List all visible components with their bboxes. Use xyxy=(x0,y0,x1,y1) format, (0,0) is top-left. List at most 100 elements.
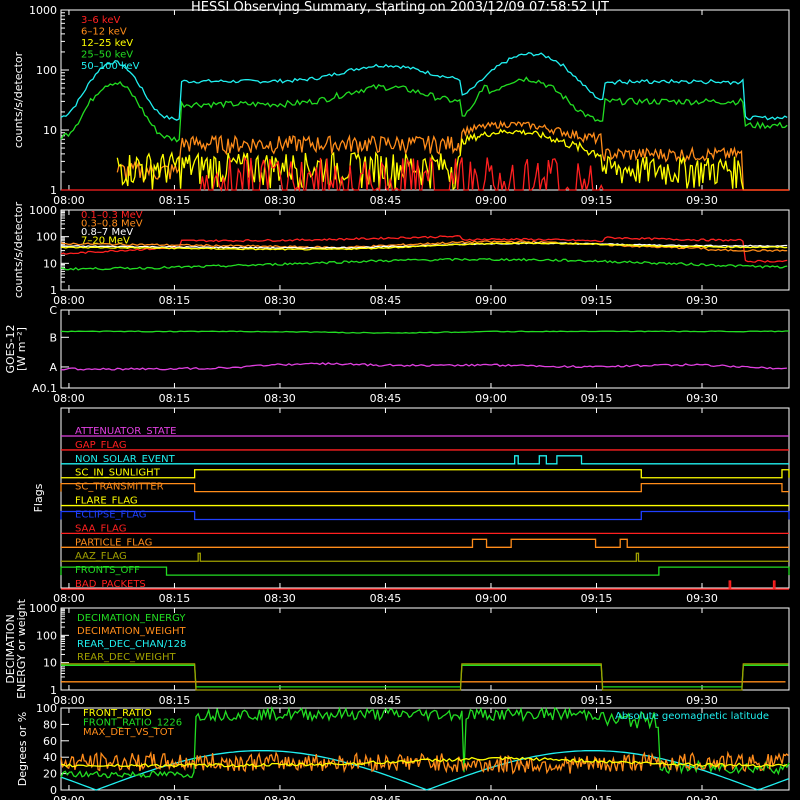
x-tick-label: 09:15 xyxy=(581,592,613,605)
y-axis-label: counts/s/detector xyxy=(12,51,25,148)
legend-entry: 25–50 keV xyxy=(81,50,133,61)
legend-entry: 0.8–7 MeV xyxy=(81,227,133,238)
x-tick-label: 09:30 xyxy=(686,194,718,207)
flag-line xyxy=(61,538,789,548)
x-tick-label: 09:15 xyxy=(581,194,613,207)
legend-entry: MAX_DET_VS_TOT xyxy=(83,727,175,738)
flag-line xyxy=(61,552,789,562)
y-tick-label: 40 xyxy=(43,751,57,764)
y-tick-label: 20 xyxy=(43,768,57,781)
y-tick-label: 1000 xyxy=(29,204,57,217)
y-tick-label: 10 xyxy=(43,657,57,670)
series-line-7-20mev xyxy=(60,242,788,251)
legend-entry: 7–20 MeV xyxy=(81,236,130,247)
x-tick-label: 09:30 xyxy=(686,392,718,405)
y-tick-label: 80 xyxy=(43,718,57,731)
y-tick-label: 1 xyxy=(50,684,57,697)
legend-entry: 3–6 keV xyxy=(81,15,120,26)
x-tick-label: 09:00 xyxy=(475,794,507,800)
flag-label: ECLIPSE_FLAG xyxy=(75,509,146,520)
flag-line xyxy=(60,483,789,493)
x-tick-label: 08:00 xyxy=(53,794,85,800)
flag-label: SC_TRANSMITTER xyxy=(75,482,164,493)
x-tick-label: 08:00 xyxy=(53,392,85,405)
annotation-geomagnetic: Absolute geomagnetic latitude xyxy=(615,711,769,722)
x-tick-label: 09:30 xyxy=(686,592,718,605)
y-tick-label: B xyxy=(49,331,57,344)
y-tick-label: A0.1 xyxy=(32,382,57,395)
flag-line xyxy=(61,580,789,590)
series-line-background xyxy=(61,257,788,271)
y-axis-label: GOES-12 xyxy=(4,324,17,373)
legend-entry: FRONT_RATIO xyxy=(83,708,152,719)
y-tick-label: 100 xyxy=(36,231,57,244)
flag-label: BAD_PACKETS xyxy=(75,579,146,590)
max-det-vs-tot-line xyxy=(60,750,789,775)
front-ratio-1226-line xyxy=(60,705,790,779)
flag-line xyxy=(60,510,790,521)
x-tick-label: 08:45 xyxy=(370,392,402,405)
series-line-50-100kev xyxy=(60,52,788,121)
y-tick-label: 1000 xyxy=(29,602,57,615)
x-tick-label: 09:15 xyxy=(581,794,613,800)
flag-label: FLARE_FLAG xyxy=(75,496,138,507)
flag-label: SC_IN_SUNLIGHT xyxy=(75,468,161,479)
x-tick-label: 08:30 xyxy=(264,794,296,800)
y-tick-label: 100 xyxy=(36,629,57,642)
x-tick-label: 08:30 xyxy=(264,392,296,405)
series-line-3-6kev xyxy=(61,156,789,192)
y-axis-label: DECIMATION xyxy=(4,614,17,683)
x-tick-label: 09:00 xyxy=(475,194,507,207)
flag-line xyxy=(61,455,789,465)
legend-entry: 50–100 keV xyxy=(81,61,140,72)
series-line-0.8-7mev xyxy=(60,242,788,250)
y-axis-label: [W m⁻²] xyxy=(15,327,28,371)
legend-entry: 12–25 keV xyxy=(81,38,133,49)
y-tick-label: 1 xyxy=(50,184,57,197)
panel-5-frame xyxy=(60,707,790,791)
x-tick-label: 08:15 xyxy=(159,592,191,605)
y-tick-label: 1000 xyxy=(29,4,57,17)
y-tick-label: 60 xyxy=(43,735,57,748)
x-tick-label: 08:00 xyxy=(53,194,85,207)
flag-label: AAZ_FLAG xyxy=(75,551,127,562)
x-tick-label: 08:45 xyxy=(370,294,402,307)
front-ratio-line xyxy=(60,756,788,768)
legend-entry: 0.1–0.3 MeV xyxy=(81,210,143,221)
x-tick-label: 09:00 xyxy=(475,694,507,707)
series-line-6-12kev xyxy=(116,119,789,191)
goes-high-line xyxy=(60,330,789,334)
page-title: HESSI Observing Summary, starting on 200… xyxy=(191,0,609,15)
x-tick-label: 08:15 xyxy=(159,794,191,800)
y-axis-label: ENERGY or weight xyxy=(15,598,28,698)
y-axis-label: Degrees or % xyxy=(16,712,29,786)
y-axis-label: counts/s/detector xyxy=(12,201,25,298)
x-tick-label: 08:45 xyxy=(370,694,402,707)
decimation-energy-line xyxy=(61,664,789,688)
flag-label: NON_SOLAR_EVENT xyxy=(75,454,176,465)
x-tick-label: 08:15 xyxy=(159,294,191,307)
panel-0-frame xyxy=(60,9,790,191)
rear-dec-weight-line xyxy=(61,663,789,691)
x-tick-label: 08:45 xyxy=(370,194,402,207)
legend-entry: FRONT_RATIO_1226 xyxy=(83,718,182,729)
flag-label: FRONTS_OFF xyxy=(75,565,140,576)
goes-low-line xyxy=(60,362,787,371)
series-line-0.1-0.3mev xyxy=(60,235,788,263)
flag-label: SAA_FLAG xyxy=(75,523,126,534)
flag-line xyxy=(60,566,790,576)
panel-3-frame xyxy=(60,407,790,589)
series-line-25-50kev xyxy=(60,76,788,143)
x-tick-label: 09:00 xyxy=(475,392,507,405)
x-tick-label: 09:15 xyxy=(581,392,613,405)
x-tick-label: 08:45 xyxy=(370,794,402,800)
x-tick-label: 09:00 xyxy=(475,294,507,307)
x-tick-label: 09:15 xyxy=(581,694,613,707)
y-tick-label: 100 xyxy=(36,702,57,715)
y-tick-label: 10 xyxy=(43,257,57,270)
y-tick-label: 100 xyxy=(36,64,57,77)
x-tick-label: 09:15 xyxy=(581,294,613,307)
legend-entry: 0.3–0.8 MeV xyxy=(81,219,143,230)
x-tick-label: 08:30 xyxy=(264,194,296,207)
